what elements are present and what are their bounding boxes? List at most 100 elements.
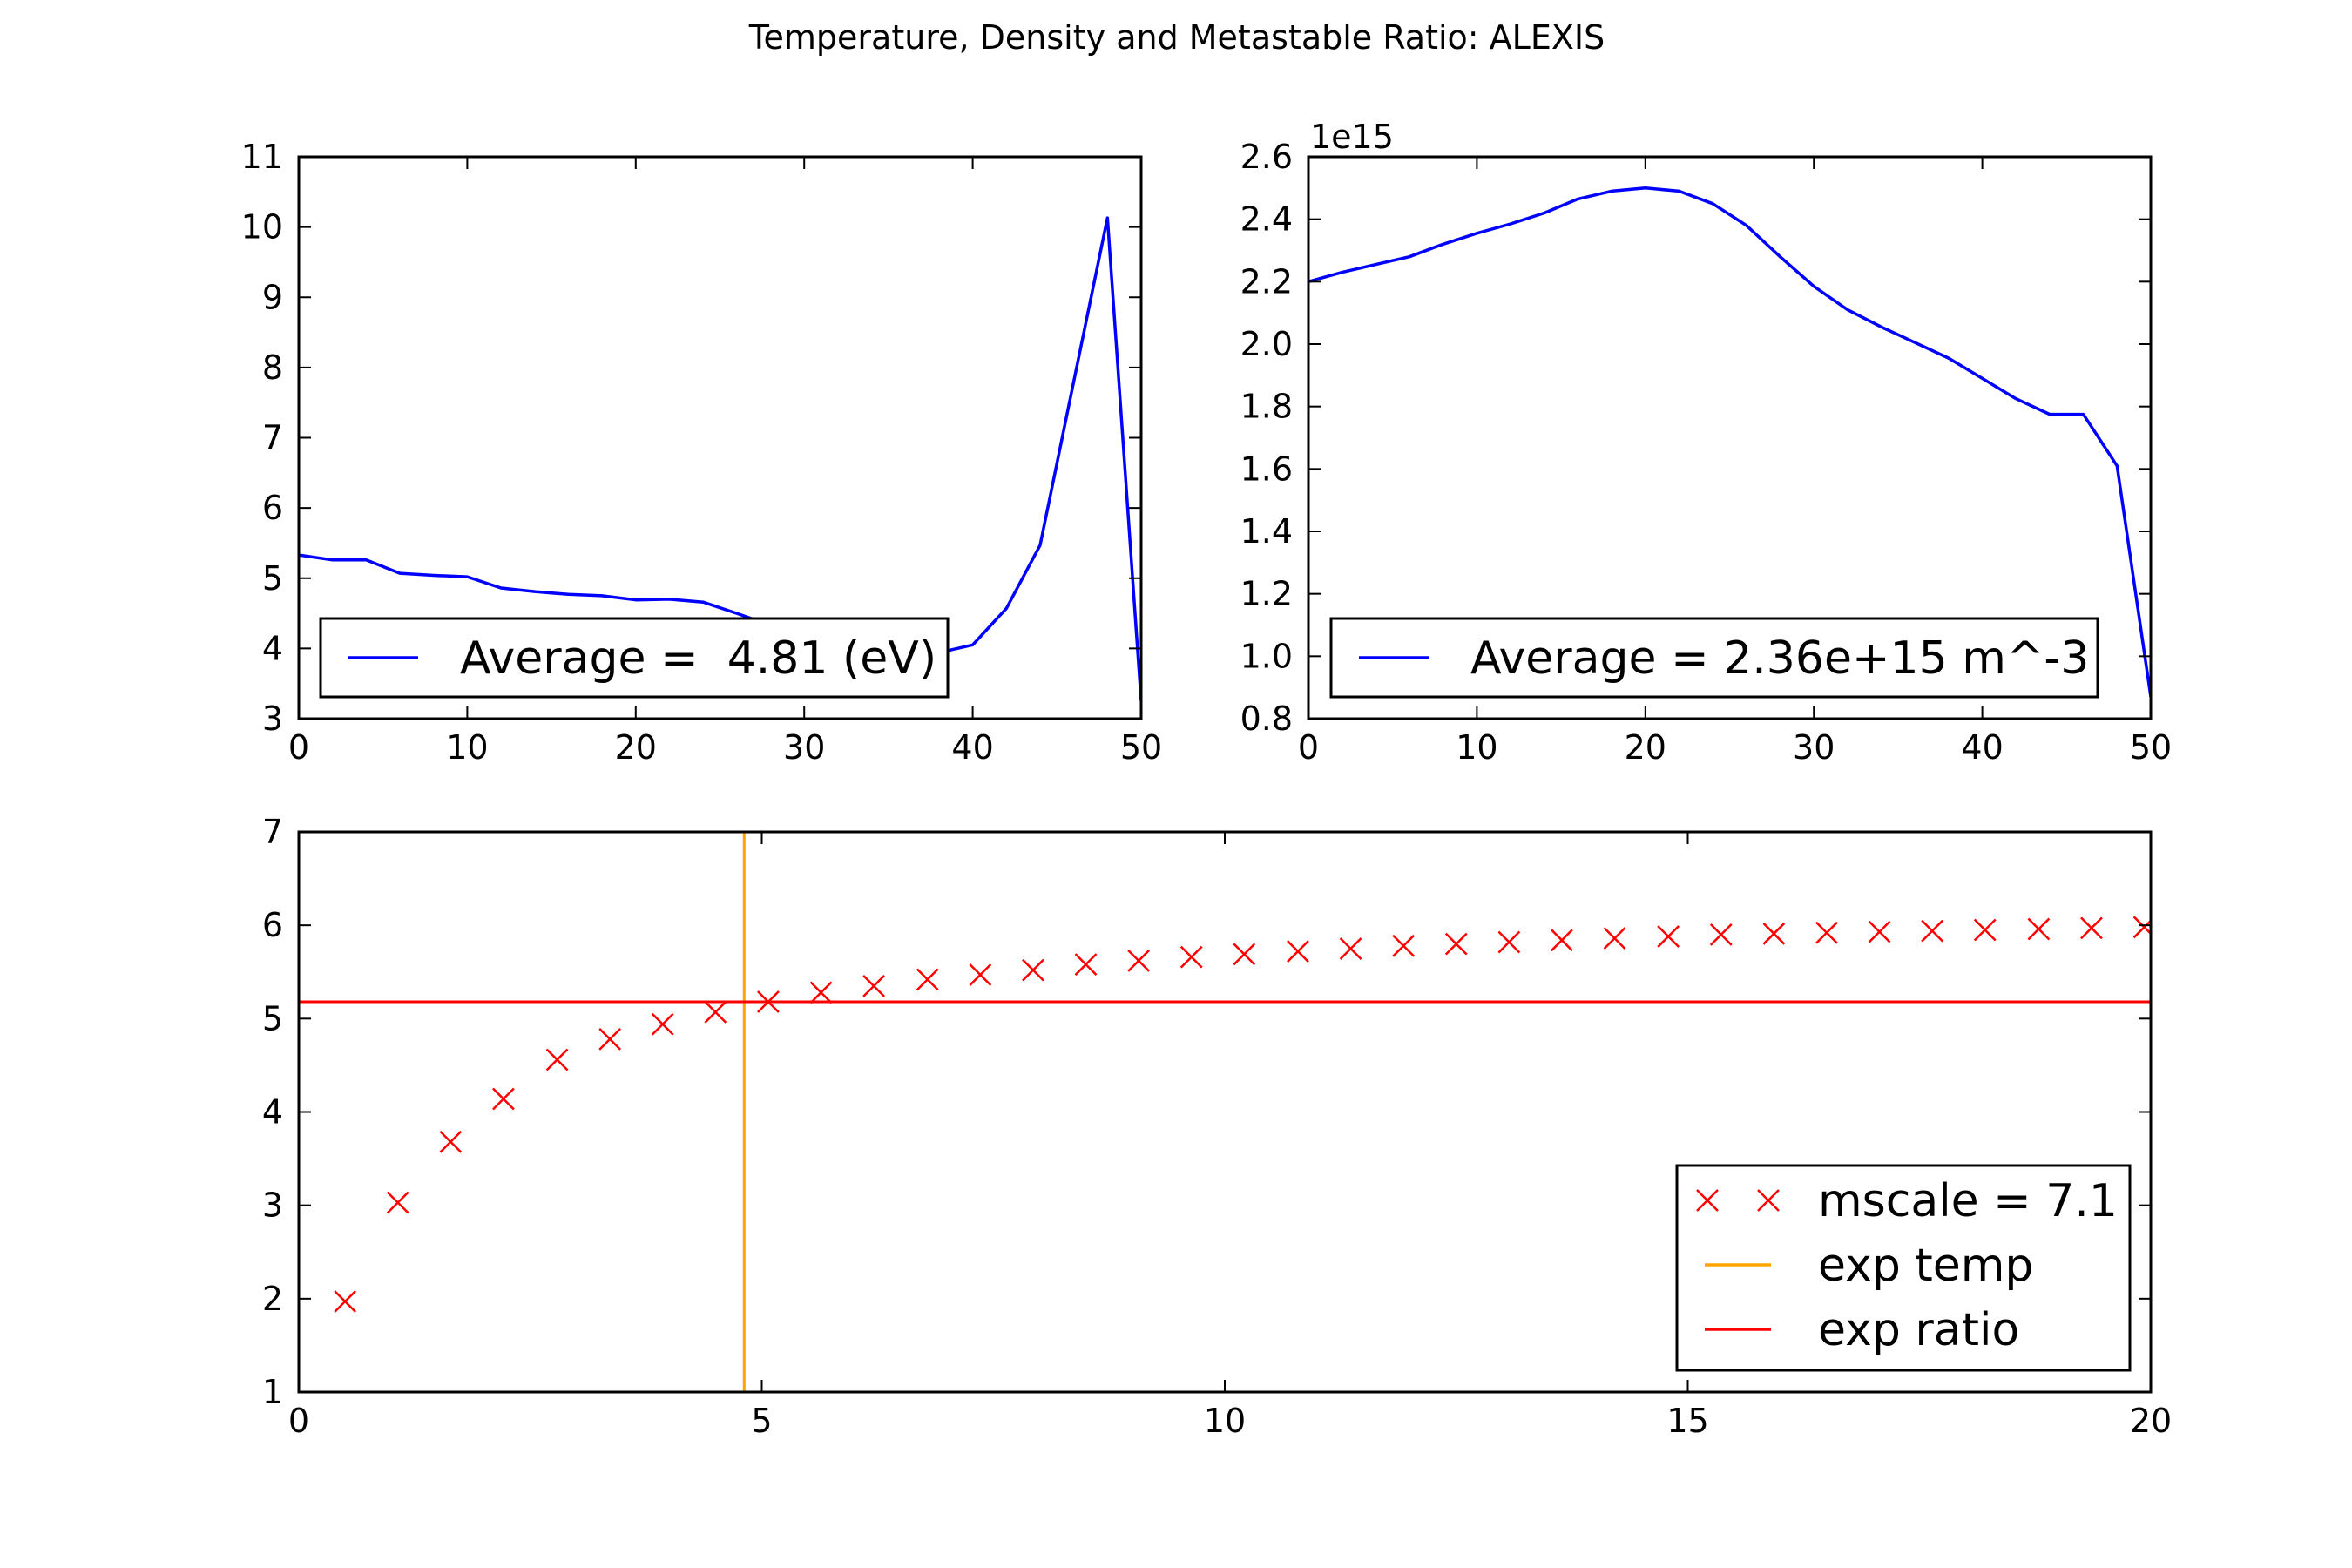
marker-stroke: [651, 1012, 674, 1036]
data-point: [1973, 918, 1997, 942]
marker-stroke: [386, 1191, 409, 1214]
legend-marker: [1696, 1189, 1719, 1212]
marker-stroke: [1921, 919, 1944, 943]
legend-marker: [1757, 1189, 1780, 1212]
marker-stroke: [704, 1000, 727, 1024]
y-tick-label: 2.2: [1240, 262, 1293, 301]
data-point: [1497, 930, 1521, 954]
x-tick-label: 10: [1456, 728, 1497, 767]
marker-stroke: [1815, 921, 1838, 944]
legend-label: Average = 4.81 (eV): [460, 632, 936, 685]
y-tick-label: 2.6: [1240, 138, 1293, 176]
data-point: [1815, 921, 1838, 944]
data-point: [1762, 922, 1786, 945]
marker-stroke: [809, 981, 833, 1004]
data-point: [1709, 923, 1733, 946]
data-point: [492, 1087, 515, 1111]
legend-label: mscale = 7.1: [1818, 1175, 2118, 1227]
data-point: [1179, 945, 1203, 969]
data-point: [704, 1000, 727, 1024]
y-tick-label: 6: [262, 906, 283, 944]
y-tick-label: 2: [262, 1280, 283, 1318]
axes-frame: [1307, 155, 2153, 720]
marker-stroke: [1709, 923, 1733, 946]
data-point: [1127, 950, 1151, 972]
marker-stroke: [2080, 916, 2103, 940]
y-tick-label: 3: [262, 1186, 283, 1225]
marker-stroke: [598, 1028, 622, 1051]
x-tick-label: 40: [951, 728, 993, 767]
data-point: [1444, 932, 1468, 956]
y-offset-label: 1e15: [1310, 118, 1394, 156]
y-tick-label: 5: [262, 559, 283, 598]
marker-stroke: [334, 1290, 357, 1313]
legend-box: [319, 617, 950, 699]
marker-stroke: [1497, 930, 1521, 954]
data-point: [916, 968, 939, 991]
y-tick-label: 5: [262, 999, 283, 1037]
marker-stroke: [1868, 920, 1891, 943]
y-tick-label: 7: [262, 419, 283, 457]
data-point: [1339, 937, 1362, 960]
y-tick-label: 6: [262, 489, 283, 527]
x-tick-label: 20: [615, 728, 657, 767]
data-point: [1603, 927, 1626, 950]
y-tick-label: 2.4: [1240, 200, 1293, 239]
x-tick-label: 50: [1120, 728, 1162, 767]
y-tick-label: 1.0: [1240, 637, 1293, 675]
data-point: [651, 1012, 674, 1036]
legend: mscale = 7.1 exp temp exp ratio: [1675, 1164, 2132, 1372]
marker-stroke: [545, 1048, 569, 1071]
data-point: [1287, 940, 1309, 963]
x-tick-label: 5: [751, 1402, 772, 1440]
y-tick-label: 1.4: [1240, 512, 1293, 551]
x-tick-label: 40: [1961, 728, 2003, 767]
y-tick-label: 2.0: [1240, 325, 1293, 363]
data-point: [809, 981, 833, 1004]
data-point: [1921, 919, 1944, 943]
data-point: [1657, 925, 1680, 948]
x-tick-label: 30: [783, 728, 825, 767]
x-tick-label: 15: [1666, 1402, 1708, 1440]
data-point: [598, 1028, 622, 1051]
y-tick-label: 1.2: [1240, 575, 1293, 613]
data-point: [1868, 920, 1891, 943]
legend: Average = 4.81 (eV): [319, 617, 950, 699]
data-point: [1233, 943, 1256, 966]
marker-stroke: [2132, 919, 2151, 939]
marker-stroke: [1022, 958, 1044, 982]
y-tick-label: 3: [262, 700, 283, 738]
marker-stroke: [969, 963, 992, 986]
marker-stroke: [1551, 929, 1573, 952]
data-point: [1551, 929, 1573, 952]
data-layer: [299, 216, 1141, 701]
marker-stroke: [1074, 953, 1098, 977]
ratio-plot: 0 5 10 15 20 1 2 3 4 5 6 7 mscale = 7.1 exp temp exp r…: [262, 813, 2172, 1440]
y-tick-label: 1.6: [1240, 449, 1293, 488]
marker-stroke: [1444, 932, 1468, 956]
y-tick-label: 1.8: [1240, 388, 1293, 426]
marker-stroke: [1179, 945, 1203, 969]
data-point: [2080, 916, 2103, 940]
marker-stroke: [439, 1130, 463, 1153]
data-point: [2132, 916, 2151, 939]
marker-stroke: [1233, 943, 1256, 966]
data-point: [1392, 934, 1416, 957]
data-point: [969, 963, 992, 986]
x-tick-label: 10: [446, 728, 488, 767]
data-layer: [299, 832, 2151, 1392]
x-tick-label: 10: [1204, 1402, 1246, 1440]
legend-box: [1675, 1164, 2132, 1372]
y-tick-label: 11: [241, 138, 283, 176]
legend-label: exp ratio: [1818, 1304, 2019, 1356]
x-tick-label: 50: [2130, 728, 2172, 767]
x-tick-label: 20: [2130, 1402, 2172, 1440]
temperature-plot: 0 10 20 30 40 50 3 4 5 6 7 8 9 10 11 Average = 4.81 (eV…: [241, 138, 1163, 767]
x-tick-label: 0: [288, 728, 309, 767]
data-point: [1022, 958, 1044, 982]
y-tick-label: 4: [262, 629, 283, 667]
data-layer: [1308, 186, 2151, 698]
data-point: [2027, 917, 2051, 941]
data-point: [1074, 953, 1098, 977]
